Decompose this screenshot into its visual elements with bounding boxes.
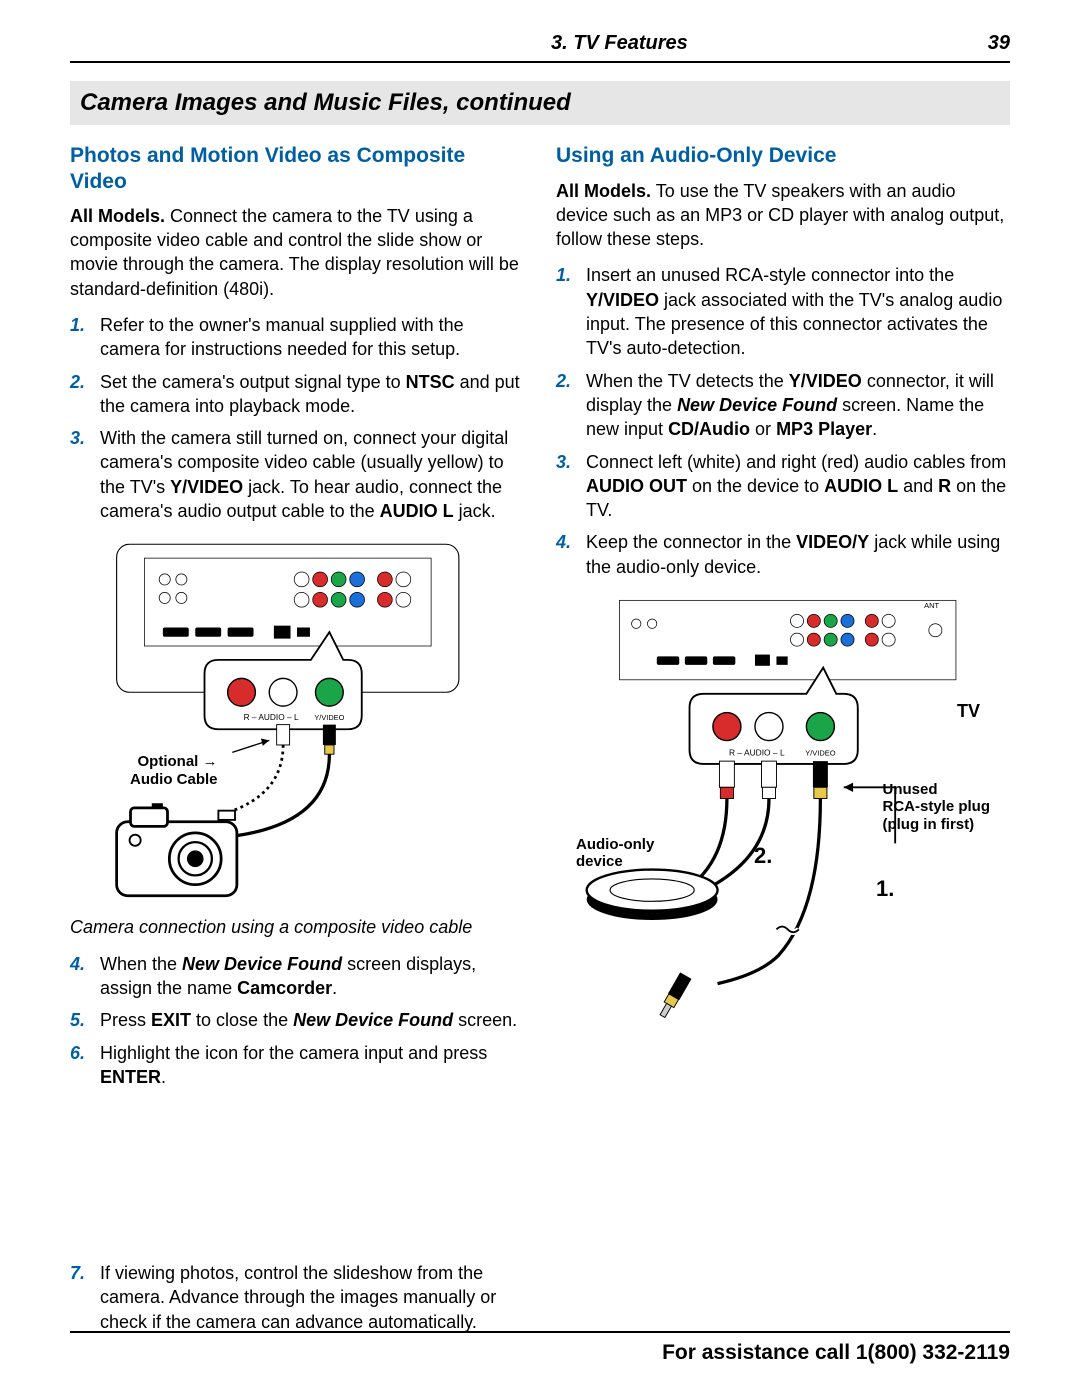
step-num: 5. [70,1008,90,1032]
label-unused-plug: Unused RCA-style plug (plug in first) [882,781,990,833]
section-banner: Camera Images and Music Files, continued [70,81,1010,125]
step-num: 2. [70,370,90,419]
label-audio-only-device: Audio-only device [576,836,654,871]
step-text: When the New Device Found screen display… [100,952,524,1001]
step-text: Set the camera's output signal type to N… [100,370,524,419]
page-footer: For assistance call 1(800) 332-2119 [70,1331,1010,1367]
step-text: Refer to the owner's manual supplied wit… [100,313,524,362]
step-num: 4. [556,530,576,579]
step-text: Keep the connector in the VIDEO/Y jack w… [586,530,1010,579]
svg-text:Y/VIDEO: Y/VIDEO [805,749,835,758]
step-text: Press EXIT to close the New Device Found… [100,1008,517,1032]
figure-audio-only: ANT R – AUDIO – L Y/VIDEO [556,591,1010,1021]
step-2: 2.Set the camera's output signal type to… [70,370,524,419]
svg-text:Y/VIDEO: Y/VIDEO [314,713,344,722]
step-num: 2. [556,369,576,442]
step-num: 3. [556,450,576,523]
left-column: Photos and Motion Video as Composite Vid… [70,143,524,1346]
label-tv: TV [957,701,980,722]
label-optional-audio: Optional → Audio Cable [130,753,218,788]
step-1: 1.Insert an unused RCA-style connector i… [556,263,1010,360]
step-6: 6.Highlight the icon for the camera inpu… [70,1041,524,1090]
step-num: 6. [70,1041,90,1090]
step-text: With the camera still turned on, connect… [100,426,524,523]
right-steps: 1.Insert an unused RCA-style connector i… [556,263,1010,579]
step-1: 1.Refer to the owner's manual supplied w… [70,313,524,362]
step-3: 3.With the camera still turned on, conne… [70,426,524,523]
step-4: 4.Keep the connector in the VIDEO/Y jack… [556,530,1010,579]
figure1-caption: Camera connection using a composite vide… [70,915,524,939]
step-text: Highlight the icon for the camera input … [100,1041,524,1090]
step-text: Connect left (white) and right (red) aud… [586,450,1010,523]
svg-text:R – AUDIO – L: R – AUDIO – L [729,748,785,758]
step-text: When the TV detects the Y/VIDEO connecto… [586,369,1010,442]
step-num: 3. [70,426,90,523]
left-heading: Photos and Motion Video as Composite Vid… [70,143,524,193]
all-models-prefix: All Models. [70,206,165,226]
label-step-2: 2. [754,843,772,868]
left-step-7: 7.If viewing photos, control the slidesh… [70,1261,524,1334]
page-header: 3. TV Features 39 [70,30,1010,63]
step-4: 4.When the New Device Found screen displ… [70,952,524,1001]
right-intro: All Models. To use the TV speakers with … [556,179,1010,252]
label-step-1: 1. [876,876,894,901]
step-num: 7. [70,1261,90,1334]
step-text: Insert an unused RCA-style connector int… [586,263,1010,360]
svg-text:R – AUDIO – L: R – AUDIO – L [244,712,299,722]
camera-diagram-svg: R – AUDIO – L Y/VIDEO [70,535,524,905]
step-num: 1. [70,313,90,362]
left-steps-b: 4.When the New Device Found screen displ… [70,952,524,1089]
step-num: 1. [556,263,576,360]
step-7: 7.If viewing photos, control the slidesh… [70,1261,524,1334]
vertical-gap [70,1101,524,1261]
assistance-phone: For assistance call 1(800) 332-2119 [662,1341,1010,1364]
step-num: 4. [70,952,90,1001]
all-models-prefix: All Models. [556,181,651,201]
chapter-label: 3. TV Features [551,30,688,57]
step-5: 5. Press EXIT to close the New Device Fou… [70,1008,524,1032]
step-2: 2.When the TV detects the Y/VIDEO connec… [556,369,1010,442]
two-column-layout: Photos and Motion Video as Composite Vid… [70,143,1010,1346]
left-intro: All Models. Connect the camera to the TV… [70,204,524,301]
right-column: Using an Audio-Only Device All Models. T… [556,143,1010,1346]
page-number: 39 [988,30,1010,57]
left-steps-a: 1.Refer to the owner's manual supplied w… [70,313,524,523]
step-text: If viewing photos, control the slideshow… [100,1261,524,1334]
right-heading: Using an Audio-Only Device [556,143,1010,168]
step-3: 3.Connect left (white) and right (red) a… [556,450,1010,523]
figure-camera-composite: R – AUDIO – L Y/VIDEO [70,535,524,905]
svg-text:ANT: ANT [924,601,939,610]
